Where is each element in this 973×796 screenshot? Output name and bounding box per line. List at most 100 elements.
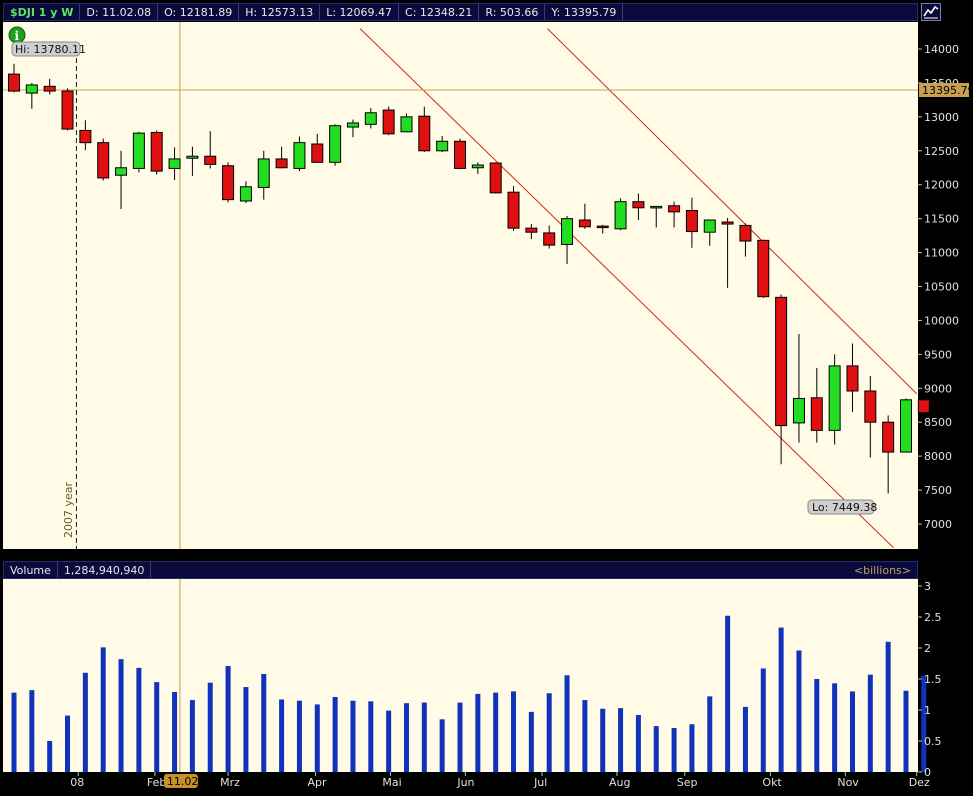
- candle: [543, 225, 556, 249]
- candle-body-down: [739, 224, 752, 242]
- candle: [25, 82, 38, 109]
- high-value: H: 12573.13: [239, 4, 321, 20]
- volume-bar: [582, 700, 588, 772]
- candle: [150, 130, 163, 175]
- candle-body-down: [578, 219, 591, 228]
- info-icon[interactable]: i: [8, 26, 26, 44]
- volume-bar: [653, 726, 659, 772]
- candle-body-down: [150, 131, 163, 172]
- month-label: Sep: [677, 776, 698, 789]
- candle-body-down: [668, 205, 681, 213]
- volume-bar: [47, 741, 53, 772]
- candle: [650, 205, 663, 228]
- candle-body-down: [632, 201, 645, 209]
- candle: [739, 223, 752, 257]
- volume-bar: [65, 715, 71, 772]
- candle-body-up: [25, 84, 38, 94]
- volume-bar: [511, 691, 517, 772]
- candle-body-up: [900, 399, 912, 453]
- volume-tick-label: 1.5: [924, 673, 942, 686]
- volume-bar: [386, 710, 392, 772]
- volume-tick-label: 3: [924, 580, 931, 593]
- chart-type-icon[interactable]: [921, 3, 941, 21]
- candle: [578, 203, 591, 229]
- candle-body-down: [917, 399, 930, 414]
- volume-bar: [421, 702, 427, 772]
- channel-line-1: [359, 28, 894, 549]
- candle-body-down: [525, 227, 538, 233]
- candle-body-down: [489, 162, 502, 194]
- month-label: Apr: [307, 776, 327, 789]
- crosshair-price-label: 13395.79: [922, 84, 973, 97]
- candle-body-up: [400, 116, 413, 133]
- price-tick-label: 10500: [924, 281, 959, 294]
- candle: [685, 197, 698, 248]
- candle: [668, 201, 681, 228]
- candle-body-down: [810, 397, 823, 431]
- candle-body-down: [8, 73, 20, 92]
- candle: [8, 63, 20, 93]
- candle: [471, 162, 484, 174]
- volume-label[interactable]: Volume: [4, 562, 58, 578]
- candle-body-up: [436, 140, 449, 152]
- candle-body-up: [329, 125, 342, 163]
- candle-body-down: [79, 129, 92, 144]
- candle: [400, 113, 413, 133]
- candle-body-up: [239, 186, 252, 202]
- price-tick-label: 10000: [924, 314, 959, 327]
- volume-bar: [368, 701, 374, 772]
- candle: [703, 219, 716, 246]
- month-label: Mrz: [220, 776, 240, 789]
- candle-body-down: [882, 421, 895, 453]
- candle: [489, 162, 502, 194]
- volume-bar: [867, 674, 873, 772]
- volume-bar: [225, 665, 231, 772]
- y-value: Y: 13395.79: [545, 4, 624, 20]
- volume-bar: [832, 683, 838, 772]
- volume-bar: [457, 702, 463, 772]
- candle-body-down: [507, 191, 520, 229]
- volume-bar: [707, 696, 713, 772]
- candle-body-up: [132, 132, 145, 169]
- candle-body-down: [454, 140, 466, 169]
- month-label: Nov: [837, 776, 859, 789]
- volume-bar: [243, 687, 249, 772]
- price-tick-label: 14000: [924, 43, 959, 56]
- candle-body-up: [614, 201, 627, 230]
- candle: [561, 215, 574, 265]
- crosshair-date-label: 11.02: [167, 775, 199, 788]
- candle: [810, 367, 823, 443]
- candle: [329, 124, 342, 166]
- candle-body-down: [204, 155, 217, 165]
- candle-body-up: [115, 167, 128, 176]
- volume-bar: [296, 700, 302, 772]
- candle-body-up: [471, 164, 484, 169]
- candle-body-up: [792, 397, 805, 424]
- candle-body-up: [703, 219, 716, 233]
- volume-bar: [11, 692, 17, 772]
- lo-label-box: [807, 499, 875, 515]
- candle-body-down: [61, 90, 74, 130]
- price-tick-label: 11500: [924, 213, 959, 226]
- candle: [346, 119, 359, 138]
- candle: [436, 135, 449, 153]
- volume-bar: [600, 708, 606, 772]
- volume-bar: [778, 627, 784, 772]
- hi-label-box: [11, 41, 81, 57]
- price-tick-label: 7500: [924, 484, 952, 497]
- price-tick-label: 8000: [924, 450, 952, 463]
- volume-bar: [261, 674, 267, 772]
- candle: [864, 376, 877, 458]
- volume-bar: [439, 719, 445, 772]
- volume-bar: [528, 711, 534, 772]
- volume-bar: [189, 700, 195, 772]
- candle: [614, 198, 627, 231]
- open-value: O: 12181.89: [158, 4, 240, 20]
- candle: [275, 146, 288, 169]
- price-tick-label: 13000: [924, 111, 959, 124]
- price-panel: [3, 22, 918, 549]
- candle-body-down: [222, 165, 235, 201]
- symbol-label[interactable]: $DJI 1 y W: [4, 4, 81, 20]
- candle-body-down: [685, 210, 698, 233]
